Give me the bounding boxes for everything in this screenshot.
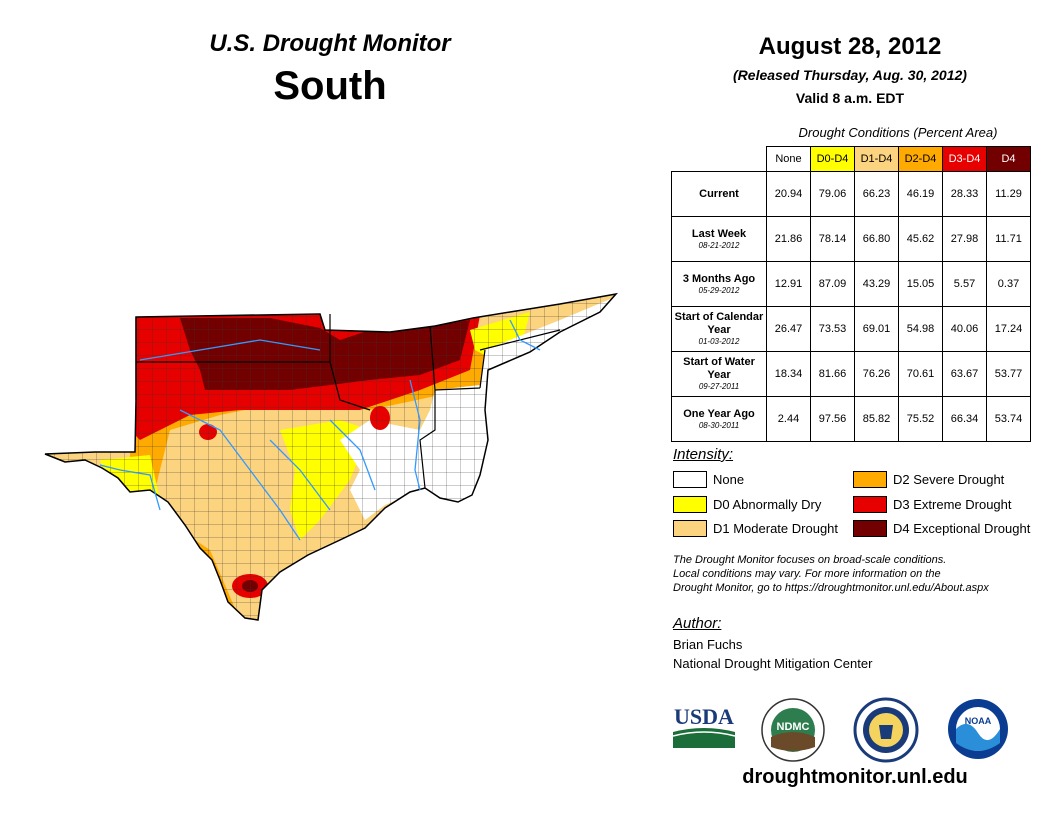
region-title: South — [273, 64, 387, 108]
legend-item: D1 Moderate Drought — [673, 519, 838, 537]
legend-title: Intensity: — [673, 446, 734, 463]
row-label: One Year Ago 08-30-2011 — [671, 396, 767, 442]
usda-logo: USDA — [672, 704, 736, 748]
legend-swatch — [673, 470, 707, 488]
table-cell: 63.67 — [942, 351, 987, 397]
table-cell: 97.56 — [810, 396, 855, 442]
table-cell: 0.37 — [986, 261, 1031, 307]
row-label: Last Week 08-21-2012 — [671, 216, 767, 262]
table-cell: 15.05 — [898, 261, 943, 307]
author-org: National Drought Mitigation Center — [673, 656, 873, 671]
row-date: 01-03-2012 — [698, 337, 740, 346]
table-cell: 27.98 — [942, 216, 987, 262]
table-cell: 66.23 — [854, 171, 899, 217]
column-header: D3-D4 — [942, 146, 987, 172]
table-cell: 66.80 — [854, 216, 899, 262]
table-cell: 21.86 — [766, 216, 811, 262]
table-row: Start of Calendar Year 01-03-2012 26.47 7… — [671, 306, 1031, 352]
legend-swatch — [853, 470, 887, 488]
table-cell: 17.24 — [986, 306, 1031, 352]
row-date: 08-30-2011 — [698, 420, 740, 430]
table-cell: 76.26 — [854, 351, 899, 397]
author-name: Brian Fuchs — [673, 637, 743, 652]
legend-swatch — [673, 495, 707, 513]
table-row: Start of Water Year 09-27-2011 18.34 81.6… — [671, 351, 1031, 397]
row-label: 3 Months Ago 05-29-2012 — [671, 261, 767, 307]
row-date: 09-27-2011 — [698, 382, 740, 391]
table-cell: 69.01 — [854, 306, 899, 352]
table-cell: 81.66 — [810, 351, 855, 397]
table-row: Last Week 08-21-2012 21.86 78.14 66.80 45… — [671, 216, 1031, 262]
footer-url[interactable]: droughtmonitor.unl.edu — [742, 766, 968, 788]
column-header: None — [766, 146, 811, 172]
legend-item: D3 Extreme Drought — [853, 495, 1012, 513]
svg-text:USDA: USDA — [674, 704, 734, 729]
table-row: Current 20.94 79.06 66.23 46.19 28.33 11… — [671, 171, 1031, 217]
table-cell: 78.14 — [810, 216, 855, 262]
table-row: 3 Months Ago 05-29-2012 12.91 87.09 43.29… — [671, 261, 1031, 307]
table-cell: 66.34 — [942, 396, 987, 442]
column-header: D1-D4 — [854, 146, 899, 172]
table-cell: 75.52 — [898, 396, 943, 442]
map-subtitle: U.S. Drought Monitor — [209, 30, 451, 57]
valid-time: Valid 8 a.m. EDT — [795, 90, 905, 106]
noaa-logo: NOAA — [948, 699, 1008, 759]
table-cell: 87.09 — [810, 261, 855, 307]
row-label: Start of Water Year 09-27-2011 — [671, 351, 767, 397]
row-date: 05-29-2012 — [698, 285, 740, 295]
ndmc-logo: NDMC — [761, 698, 825, 762]
info-note: The Drought Monitor focuses on broad-sca… — [673, 553, 1043, 595]
legend-item: None — [673, 470, 744, 488]
column-header: D0-D4 — [810, 146, 855, 172]
table-cell: 45.62 — [898, 216, 943, 262]
table-cell: 53.77 — [986, 351, 1031, 397]
table-cell: 28.33 — [942, 171, 987, 217]
table-cell: 85.82 — [854, 396, 899, 442]
author-title: Author: — [673, 615, 722, 632]
table-cell: 26.47 — [766, 306, 811, 352]
table-cell: 46.19 — [898, 171, 943, 217]
table-cell: 11.71 — [986, 216, 1031, 262]
table-cell: 12.91 — [766, 261, 811, 307]
svg-text:NOAA: NOAA — [965, 716, 992, 726]
table-cell: 11.29 — [986, 171, 1031, 217]
map-date: August 28, 2012 — [758, 33, 942, 60]
row-date: 08-21-2012 — [698, 240, 740, 250]
release-date: (Released Thursday, Aug. 30, 2012) — [733, 67, 967, 83]
table-header-row: None D0-D4 D1-D4 D2-D4 D3-D4 D4 — [672, 146, 1031, 172]
table-caption: Drought Conditions (Percent Area) — [798, 125, 998, 140]
table-cell: 79.06 — [810, 171, 855, 217]
table-cell: 43.29 — [854, 261, 899, 307]
legend-item: D0 Abnormally Dry — [673, 495, 821, 513]
table-cell: 54.98 — [898, 306, 943, 352]
row-label: Current — [671, 171, 767, 217]
column-header: D4 — [986, 146, 1031, 172]
table-cell: 5.57 — [942, 261, 987, 307]
table-cell: 40.06 — [942, 306, 987, 352]
table-cell: 70.61 — [898, 351, 943, 397]
legend-item: D2 Severe Drought — [853, 470, 1004, 488]
row-label: Start of Calendar Year 01-03-2012 — [671, 306, 767, 352]
table-row: One Year Ago 08-30-2011 2.44 97.56 85.82 … — [671, 396, 1031, 442]
drought-map — [44, 292, 618, 621]
table-cell: 20.94 — [766, 171, 811, 217]
table-cell: 18.34 — [766, 351, 811, 397]
table-cell: 53.74 — [986, 396, 1031, 442]
legend-swatch — [853, 519, 887, 537]
legend-swatch — [673, 519, 707, 537]
table-cell: 2.44 — [766, 396, 811, 442]
commerce-seal — [853, 697, 919, 763]
table-cell: 73.53 — [810, 306, 855, 352]
legend-swatch — [853, 495, 887, 513]
svg-text:NDMC: NDMC — [777, 721, 810, 733]
drought-conditions-table: None D0-D4 D1-D4 D2-D4 D3-D4 D4 Current … — [671, 146, 1031, 442]
legend-item: D4 Exceptional Drought — [853, 519, 1030, 537]
column-header: D2-D4 — [898, 146, 943, 172]
about-link[interactable]: Drought Monitor, go to https://droughtmo… — [673, 582, 989, 594]
